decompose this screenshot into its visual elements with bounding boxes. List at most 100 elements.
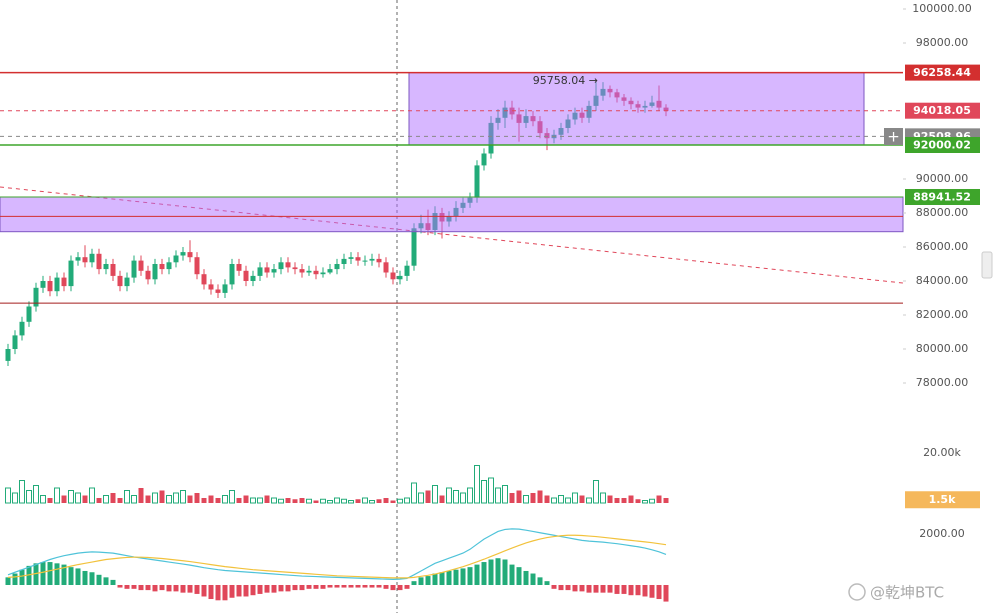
volume-bar <box>264 495 270 503</box>
zone-box <box>0 196 904 233</box>
macd-histogram-bar <box>145 585 151 591</box>
macd-histogram-bar <box>502 559 508 585</box>
candle-body <box>369 258 375 261</box>
macd-histogram-bar <box>229 585 235 598</box>
volume-bar <box>495 487 501 504</box>
candle-body <box>159 264 165 270</box>
macd-histogram-bar <box>383 585 389 589</box>
volume-bar <box>96 498 102 503</box>
y-tick-label: 98000.00 <box>916 36 969 49</box>
macd-histogram-bar <box>131 585 137 589</box>
volume-bar <box>271 497 277 504</box>
macd-histogram-bar <box>75 568 81 585</box>
volume-bar <box>313 500 319 503</box>
candle-body <box>299 269 305 273</box>
candle-body <box>383 262 389 273</box>
macd-histogram-bar <box>180 585 186 593</box>
candle-body <box>68 260 74 287</box>
macd-histogram-bar <box>33 563 39 585</box>
macd-histogram-bar <box>523 570 529 585</box>
candle-body <box>313 270 319 275</box>
macd-histogram-bar <box>558 585 564 591</box>
volume-bar <box>628 495 634 503</box>
candle-body <box>75 257 81 261</box>
macd-histogram-bar <box>110 579 116 585</box>
macd-histogram-bar <box>432 573 438 585</box>
candle-body <box>201 274 207 285</box>
macd-histogram-bar <box>299 585 305 591</box>
macd-histogram-bar <box>54 563 60 585</box>
candle-body <box>180 252 186 256</box>
macd-histogram-bar <box>215 585 221 601</box>
macd-histogram-bar <box>285 585 291 592</box>
y-tick-label: 90000.00 <box>916 172 969 185</box>
volume-bar <box>348 500 354 504</box>
volume-bar <box>110 493 116 503</box>
macd-histogram-bar <box>327 585 333 588</box>
candle-body <box>376 258 382 263</box>
volume-bar <box>285 498 291 503</box>
volume-bar <box>306 498 312 504</box>
volume-bar <box>61 495 67 503</box>
macd-histogram-bar <box>103 577 109 585</box>
macd-tick-label: 2000.00 <box>919 527 965 540</box>
annotation: 95758.04 → <box>533 74 598 87</box>
macd-histogram-bar <box>621 585 627 594</box>
volume-bar <box>418 492 424 504</box>
level-label-box <box>905 102 980 119</box>
macd-histogram-bar <box>278 585 284 592</box>
candle-body <box>103 264 109 270</box>
level-label: 88941.52 <box>913 190 971 203</box>
macd-histogram-bar <box>579 585 585 592</box>
macd-histogram-bar <box>194 585 200 594</box>
volume-bar <box>509 493 515 503</box>
add-button[interactable] <box>884 128 903 145</box>
volume-bar <box>446 487 452 504</box>
macd-histogram-bar <box>236 585 242 597</box>
volume-bar <box>544 495 550 503</box>
macd-histogram-bar <box>355 585 361 588</box>
candle-body <box>33 287 39 307</box>
volume-bar <box>201 498 207 503</box>
macd-histogram-bar <box>446 570 452 585</box>
candle-body <box>19 321 25 336</box>
macd-histogram-bar <box>61 564 67 585</box>
volume-bar <box>103 495 109 504</box>
macd-histogram-bar <box>481 562 487 585</box>
macd-histogram-bar <box>362 585 368 588</box>
volume-bar <box>579 495 585 503</box>
volume-bar <box>159 490 165 503</box>
volume-bar <box>5 487 11 504</box>
volume-bar <box>47 498 53 503</box>
candle-body <box>12 335 18 349</box>
volume-bar <box>334 497 340 504</box>
macd-histogram-bar <box>516 567 522 585</box>
candle-body <box>334 264 340 270</box>
watermark: @乾坤BTC <box>870 584 944 602</box>
y-tick-label: 80000.00 <box>916 342 969 355</box>
add-button-icon[interactable]: + <box>887 128 900 146</box>
candle-body <box>250 275 256 281</box>
volume-bar <box>180 490 186 504</box>
volume-bar <box>236 498 242 503</box>
volume-bar <box>635 499 641 503</box>
volume-bar <box>537 490 543 503</box>
volume-bar <box>250 497 256 504</box>
volume-bar <box>355 499 361 503</box>
macd-histogram-bar <box>495 558 501 585</box>
macd-histogram-bar <box>166 585 172 592</box>
volume-bar <box>607 495 613 503</box>
macd-histogram-bar <box>369 585 375 588</box>
candle-body <box>208 284 214 290</box>
volume-bar <box>425 490 431 503</box>
macd-histogram-bar <box>586 585 592 593</box>
volume-bar <box>124 490 130 504</box>
volume-bar <box>278 498 284 504</box>
volume-last-box <box>905 491 980 509</box>
volume-bar <box>26 490 32 504</box>
volume-bar <box>362 497 368 504</box>
candle-body <box>173 255 179 263</box>
candle-body <box>194 257 200 275</box>
volume-bar <box>187 495 193 503</box>
side-handle[interactable] <box>981 251 993 279</box>
